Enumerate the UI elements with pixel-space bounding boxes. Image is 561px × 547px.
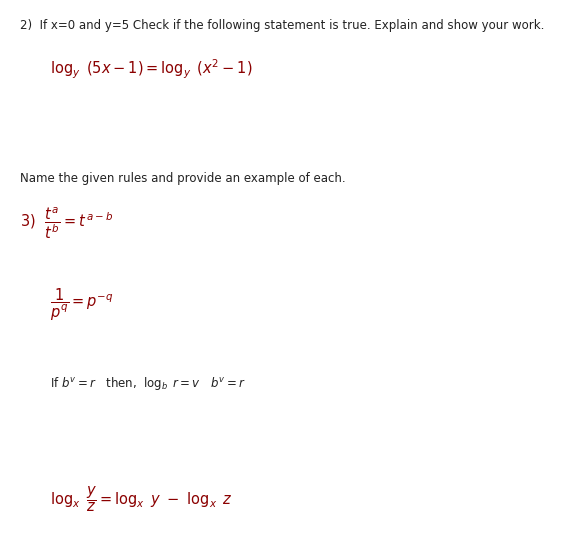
Text: Name the given rules and provide an example of each.: Name the given rules and provide an exam… <box>20 172 345 185</box>
Text: $\dfrac{1}{p^{q}} = p^{-q}$: $\dfrac{1}{p^{q}} = p^{-q}$ <box>50 287 114 323</box>
Text: $\log_{x}\ \dfrac{y}{z} = \log_{x}\ y\ -\ \log_{x}\ z$: $\log_{x}\ \dfrac{y}{z} = \log_{x}\ y\ -… <box>50 484 233 514</box>
Text: $3)\ \ \dfrac{t^{a}}{t^{b}} = t^{\,a-b}$: $3)\ \ \dfrac{t^{a}}{t^{b}} = t^{\,a-b}$ <box>20 205 113 241</box>
Text: 2)  If x=0 and y=5 Check if the following statement is true. Explain and show yo: 2) If x=0 and y=5 Check if the following… <box>20 19 544 32</box>
Text: $\log_{y}\ (5x-1) = \log_{y}\ (x^{2}-1)$: $\log_{y}\ (5x-1) = \log_{y}\ (x^{2}-1)$ <box>50 57 253 81</box>
Text: If $b^{v} = r$   then,  $\log_{b}\ r = v$   $b^{v} = r$: If $b^{v} = r$ then, $\log_{b}\ r = v$ $… <box>50 375 246 392</box>
